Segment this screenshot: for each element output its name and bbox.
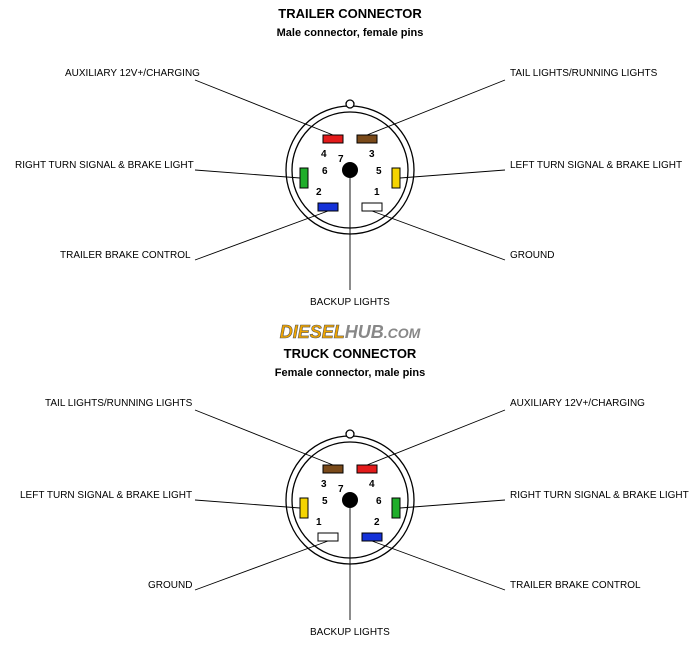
trailer-pin5-label: LEFT TURN SIGNAL & BRAKE LIGHT [510,160,682,171]
trailer-pin4-rect [323,135,343,143]
truck-pin2-rect [362,533,382,541]
truck-pin2-label: TRAILER BRAKE CONTROL [510,580,641,591]
truck-pin1-rect [318,533,338,541]
truck-pin1-label: GROUND [148,580,192,591]
truck-pin3-rect [323,465,343,473]
trailer-pin5-num: 5 [376,166,382,177]
trailer-pin1-rect [362,203,382,211]
trailer-pin6-lead [195,170,300,178]
trailer-pin7-label: BACKUP LIGHTS [310,297,390,308]
truck-pin6-label: RIGHT TURN SIGNAL & BRAKE LIGHT [510,490,689,501]
trailer-notch [346,100,354,108]
truck-pin1-num: 1 [316,517,322,528]
truck-pin7-dot [342,492,358,508]
trailer-pin5-rect [392,168,400,188]
trailer-subtitle: Male connector, female pins [277,27,424,39]
truck-pin6-rect [392,498,400,518]
trailer-pin2-label: TRAILER BRAKE CONTROL [60,250,191,261]
trailer-pin2-lead [195,211,328,260]
truck-pin4-label: AUXILIARY 12V+/CHARGING [510,398,645,409]
trailer-pin1-lead [372,211,505,260]
truck-subtitle: Female connector, male pins [275,367,425,379]
truck-pin5-num: 5 [322,496,328,507]
truck-pin2-num: 2 [374,517,380,528]
wiring-diagram: TRAILER CONNECTOR Male connector, female … [0,0,700,655]
truck-pin3-lead [195,410,333,465]
trailer-pin2-rect [318,203,338,211]
trailer-pin4-label: AUXILIARY 12V+/CHARGING [65,68,200,79]
truck-pin3-label: TAIL LIGHTS/RUNNING LIGHTS [45,398,193,409]
trailer-pin3-lead [367,80,505,135]
truck-pin4-lead [367,410,505,465]
trailer-pin2-num: 2 [316,187,322,198]
trailer-pin3-num: 3 [369,149,375,160]
trailer-pin4-num: 4 [321,149,327,160]
trailer-pin3-rect [357,135,377,143]
truck-pin6-lead [400,500,505,508]
trailer-pin4-lead [195,80,333,135]
trailer-pin6-rect [300,168,308,188]
trailer-pin7-dot [342,162,358,178]
truck-pin7-num: 7 [338,484,344,495]
truck-pin5-rect [300,498,308,518]
trailer-pin6-num: 6 [322,166,328,177]
trailer-title: TRAILER CONNECTOR [278,6,422,21]
trailer-pin3-label: TAIL LIGHTS/RUNNING LIGHTS [510,68,658,79]
truck-notch [346,430,354,438]
trailer-pin1-num: 1 [374,187,380,198]
trailer-pin1-label: GROUND [510,250,554,261]
truck-title: TRUCK CONNECTOR [284,346,417,361]
truck-pin3-num: 3 [321,479,327,490]
truck-pin5-lead [195,500,300,508]
trailer-pin5-lead [400,170,505,178]
truck-pin7-label: BACKUP LIGHTS [310,627,390,638]
truck-pin5-label: LEFT TURN SIGNAL & BRAKE LIGHT [20,490,192,501]
truck-pin4-rect [357,465,377,473]
truck-pin4-num: 4 [369,479,375,490]
brand-logo: DIESELHUB.COM [280,322,421,342]
trailer-pin6-label: RIGHT TURN SIGNAL & BRAKE LIGHT [15,160,194,171]
truck-pin1-lead [195,541,328,590]
truck-pin6-num: 6 [376,496,382,507]
trailer-pin7-num: 7 [338,154,344,165]
truck-pin2-lead [372,541,505,590]
